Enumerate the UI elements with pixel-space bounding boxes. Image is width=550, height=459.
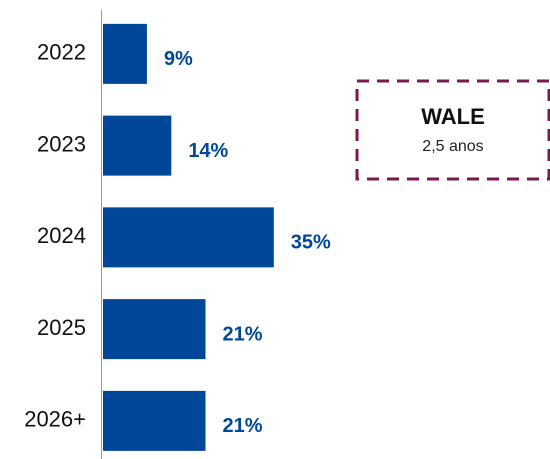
bar: [103, 23, 147, 84]
bar: [103, 115, 172, 176]
y-tick-label: 2025: [37, 315, 86, 340]
data-label: 21%: [222, 415, 262, 437]
data-label: 21%: [222, 323, 262, 345]
y-tick-label: 2024: [37, 223, 86, 248]
y-tick-label: 2022: [37, 40, 86, 65]
y-tick-label: 2026+: [24, 407, 86, 432]
bar: [103, 390, 206, 451]
annotation-title: WALE: [421, 104, 485, 129]
bar: [103, 207, 274, 268]
annotation-box: [355, 79, 550, 181]
data-label: 14%: [188, 140, 228, 162]
y-tick-label: 2023: [37, 131, 86, 156]
data-label: 35%: [291, 232, 331, 254]
bar: [103, 299, 206, 360]
data-label: 9%: [164, 48, 193, 70]
annotation-text: 2,5 anos: [422, 138, 483, 155]
